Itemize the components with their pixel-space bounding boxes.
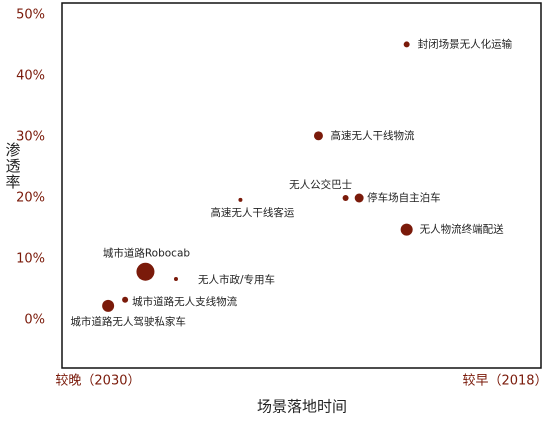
y-tick-label: 30% <box>16 130 45 145</box>
x-tick-label: 较早（2018） <box>462 374 547 389</box>
point-label: 封闭场景无人化运输 <box>418 37 513 50</box>
bubble <box>342 194 349 201</box>
bubble <box>122 296 129 303</box>
y-tick-label: 20% <box>16 190 45 205</box>
point-label: 高速无人干线客运 <box>210 206 294 219</box>
bubble <box>173 277 178 282</box>
point-label: 城市道路Robocab <box>103 247 191 260</box>
point-label: 高速无人干线物流 <box>330 129 414 142</box>
y-tick-label: 0% <box>24 312 45 327</box>
x-tick-label: 较晚（2030） <box>55 374 140 389</box>
bubble <box>136 262 155 281</box>
point-label: 停车场自主泊车 <box>367 191 441 204</box>
y-tick-label: 10% <box>16 251 45 266</box>
bubble <box>403 41 410 48</box>
bubble <box>238 197 243 202</box>
bubble <box>102 299 115 312</box>
y-tick-label: 40% <box>16 69 45 84</box>
bubble <box>400 223 413 236</box>
plot-frame <box>61 2 542 369</box>
point-label: 无人市政/专用车 <box>198 273 275 286</box>
bubble <box>354 193 364 203</box>
point-label: 城市道路无人驾驶私家车 <box>70 315 186 328</box>
bubble <box>313 131 323 141</box>
x-axis-title: 场景落地时间 <box>257 398 347 416</box>
point-label: 无人公交巴士 <box>289 178 352 191</box>
point-label: 城市道路无人支线物流 <box>132 295 237 308</box>
y-tick-label: 50% <box>16 8 45 23</box>
point-label: 无人物流终端配送 <box>420 223 504 236</box>
y-axis-title: 渗透率 <box>4 142 22 190</box>
